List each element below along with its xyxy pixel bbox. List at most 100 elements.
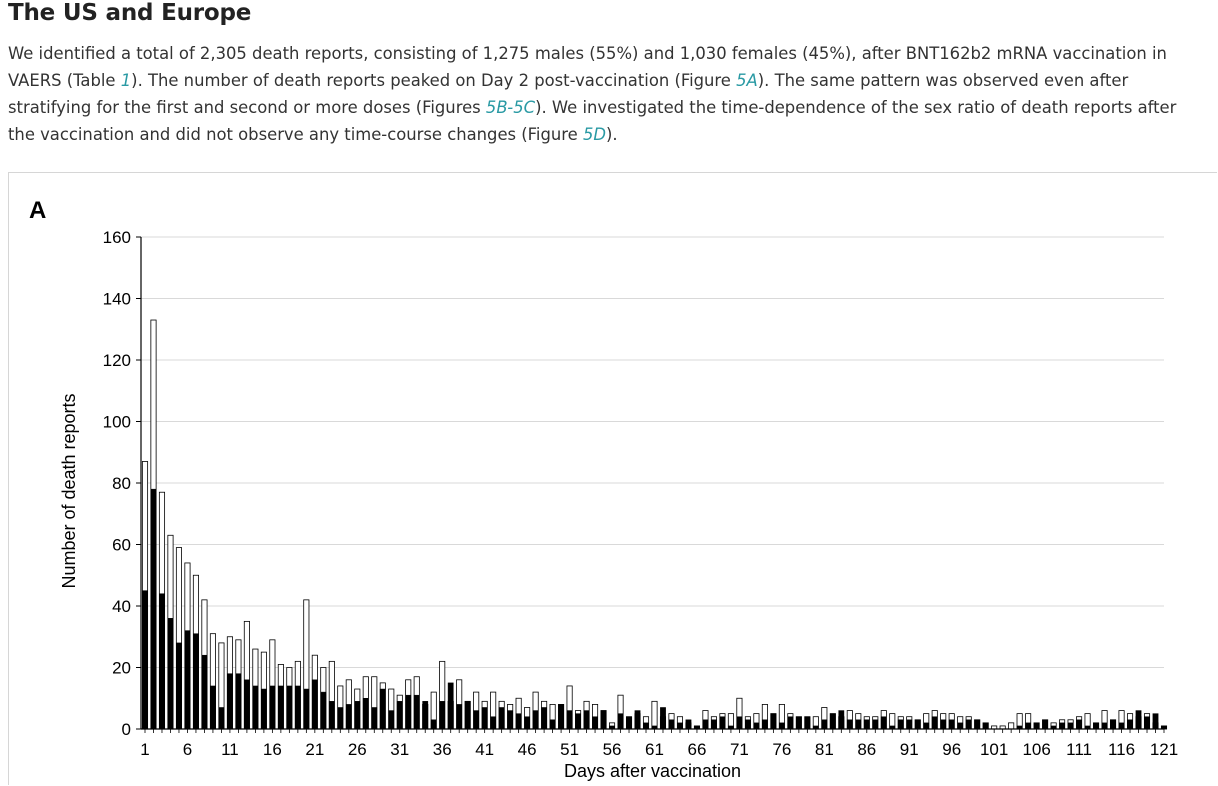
bar-black bbox=[371, 707, 378, 730]
x-tick-label: 101 bbox=[980, 740, 1008, 759]
bar-black bbox=[872, 719, 879, 730]
bar-black bbox=[753, 722, 760, 730]
x-tick-label: 46 bbox=[518, 740, 537, 759]
bar-black bbox=[558, 704, 564, 730]
bar-black bbox=[745, 719, 751, 730]
bar-black bbox=[439, 701, 446, 730]
bar-black bbox=[328, 701, 335, 730]
bar-black bbox=[532, 710, 539, 730]
bar-black bbox=[617, 713, 624, 730]
bar-black bbox=[193, 633, 199, 730]
bar-black bbox=[422, 701, 429, 730]
bar-black bbox=[345, 704, 352, 730]
figure-5d-link[interactable]: 5D bbox=[582, 125, 606, 144]
bar-black bbox=[286, 685, 293, 730]
bar-black bbox=[880, 716, 887, 730]
bar-black bbox=[507, 710, 514, 730]
bar-black bbox=[668, 719, 675, 730]
bar-black bbox=[379, 688, 386, 730]
bar-black bbox=[575, 713, 581, 730]
x-tick-label: 16 bbox=[263, 740, 282, 759]
bar-black bbox=[1127, 719, 1133, 730]
x-tick-label: 81 bbox=[815, 740, 834, 759]
bar-black bbox=[405, 694, 412, 730]
bar-total bbox=[651, 700, 658, 730]
x-tick-label: 96 bbox=[942, 740, 961, 759]
bar-black bbox=[1101, 722, 1108, 730]
panel-label: A bbox=[29, 197, 46, 224]
bar-black bbox=[762, 719, 768, 730]
bar-black bbox=[235, 673, 242, 730]
bar-black bbox=[473, 710, 480, 730]
bar-black bbox=[218, 707, 225, 730]
bar-black bbox=[244, 679, 250, 730]
bar-black bbox=[643, 722, 649, 730]
x-tick-label: 21 bbox=[305, 740, 324, 759]
bar-black bbox=[914, 719, 921, 730]
x-tick-label: 6 bbox=[183, 740, 192, 759]
bar-black bbox=[277, 685, 284, 730]
bar-total bbox=[1008, 722, 1015, 730]
y-tick-label: 40 bbox=[112, 597, 131, 616]
bar-black bbox=[957, 722, 964, 730]
y-axis-label: Number of death reports bbox=[59, 393, 79, 588]
bar-black bbox=[711, 719, 717, 730]
bar-black bbox=[787, 716, 794, 730]
paragraph-text-1: We identified a total of 2,305 death rep… bbox=[8, 44, 1167, 90]
bar-black bbox=[965, 719, 972, 730]
bar-black bbox=[846, 719, 853, 730]
bar-black bbox=[583, 710, 590, 730]
bar-black bbox=[227, 673, 233, 730]
figure-5a-link[interactable]: 5A bbox=[736, 71, 758, 90]
bar-black bbox=[855, 719, 862, 730]
x-tick-label: 61 bbox=[645, 740, 664, 759]
bar-black bbox=[176, 642, 182, 730]
bar-black bbox=[498, 707, 505, 730]
bar-black bbox=[982, 722, 989, 730]
bar-black bbox=[592, 716, 598, 730]
results-paragraph: We identified a total of 2,305 death rep… bbox=[8, 40, 1208, 148]
x-tick-label: 36 bbox=[433, 740, 452, 759]
y-tick-label: 80 bbox=[112, 474, 131, 493]
bar-black bbox=[626, 716, 632, 730]
bar-black bbox=[1059, 722, 1065, 730]
y-tick-label: 140 bbox=[103, 290, 131, 309]
x-tick-label: 56 bbox=[603, 740, 622, 759]
bar-black bbox=[1067, 722, 1074, 730]
y-tick-label: 0 bbox=[122, 720, 131, 739]
y-tick-label: 160 bbox=[103, 228, 131, 247]
bar-black bbox=[863, 719, 870, 730]
bar-black bbox=[303, 688, 310, 730]
bar-black bbox=[931, 716, 938, 730]
bar-black bbox=[1033, 722, 1040, 730]
x-tick-label: 41 bbox=[475, 740, 494, 759]
bar-black bbox=[430, 719, 437, 730]
bar-black bbox=[736, 716, 743, 730]
bar-black bbox=[821, 719, 828, 730]
bar-black bbox=[269, 685, 276, 730]
x-tick-label: 26 bbox=[348, 740, 367, 759]
bar-black bbox=[897, 719, 904, 730]
bar-black bbox=[795, 716, 802, 730]
y-tick-label: 20 bbox=[112, 659, 131, 678]
bar-black bbox=[184, 630, 191, 730]
bar-black bbox=[1110, 719, 1116, 730]
bar-black bbox=[600, 710, 607, 730]
bar-black bbox=[923, 722, 930, 730]
bar-black bbox=[634, 710, 641, 730]
section-heading: The US and Europe bbox=[8, 0, 252, 26]
bar-black bbox=[490, 716, 497, 730]
figure-5b-5c-link[interactable]: 5B-5C bbox=[485, 98, 536, 117]
x-tick-label: 91 bbox=[900, 740, 919, 759]
bar-black bbox=[320, 691, 327, 730]
bar-black bbox=[906, 719, 913, 730]
bar-black bbox=[252, 685, 259, 730]
figure-5-panel: A 0 20 40 60 80 100 120 140 160 1 6 11 16 21 26 31 36 41 4… bbox=[8, 172, 1217, 785]
bar-black bbox=[1144, 716, 1150, 730]
y-tick-label: 120 bbox=[103, 351, 131, 370]
paragraph-text-3: ). The same pattern was observed even af… bbox=[8, 71, 1129, 117]
bar-black bbox=[677, 722, 683, 730]
x-tick-label: 31 bbox=[390, 740, 409, 759]
bar-black bbox=[778, 722, 785, 730]
table-1-link[interactable]: 1 bbox=[120, 71, 132, 90]
